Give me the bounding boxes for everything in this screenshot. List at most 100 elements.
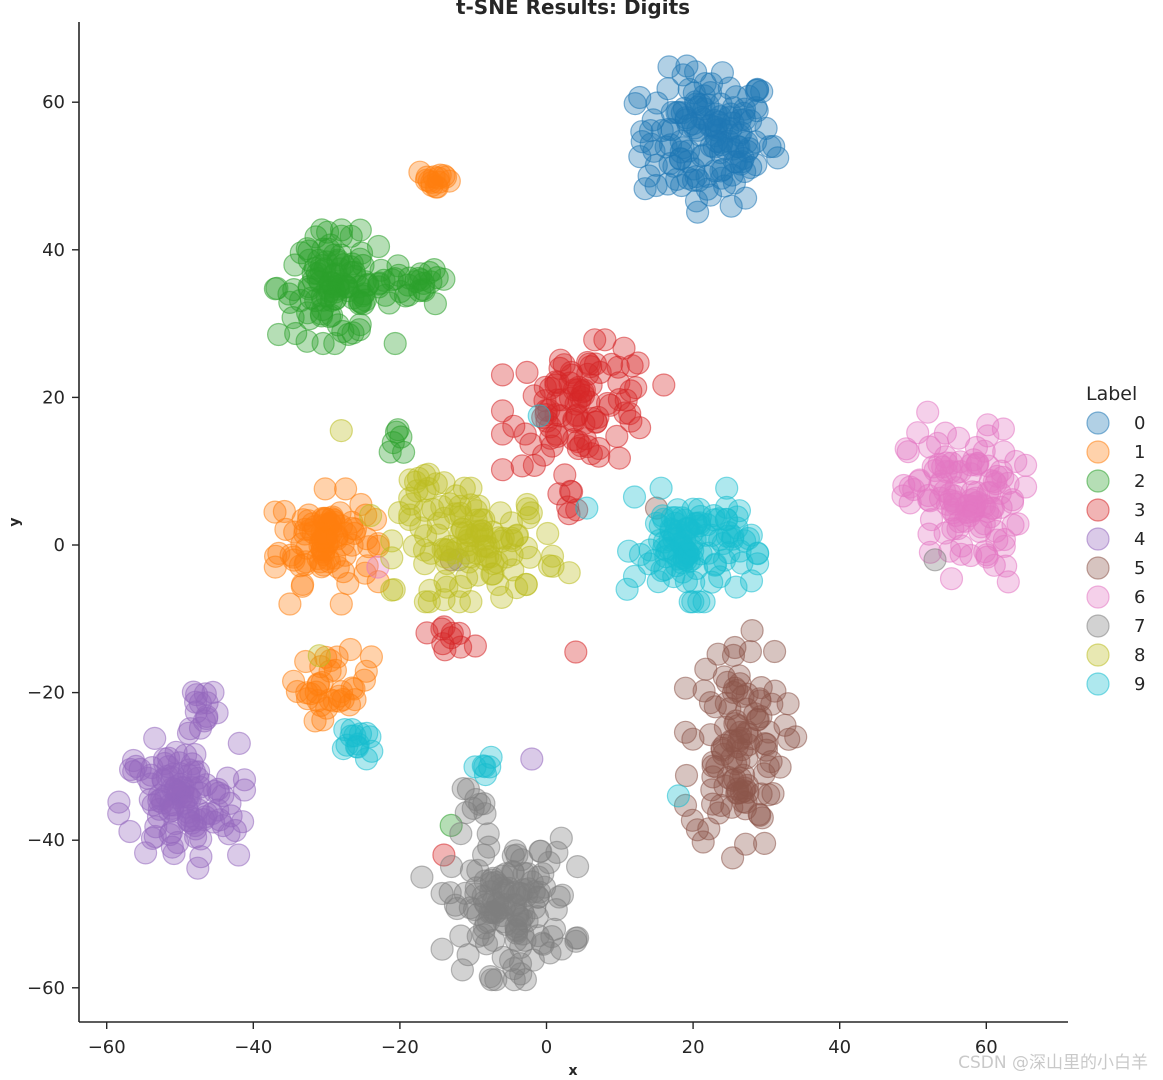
scatter-point [671,63,695,87]
scatter-point [350,284,374,308]
scatter-point [476,822,500,846]
scatter-point [486,890,510,915]
scatter-point [463,634,487,658]
scatter-point [490,422,515,446]
y-ticks: −60 −40 −20 0 20 40 60 [27,92,79,999]
scatter-point [334,477,358,501]
scatter-point [544,373,568,397]
scatter-point [624,376,648,400]
scatter-point [175,795,199,819]
legend-marker [1086,556,1110,580]
y-tick-label: 40 [42,240,65,261]
scatter-point [339,224,363,248]
scatter-point [647,528,672,553]
scatter-point [757,783,781,807]
scatter-point [674,569,699,594]
scatter-point [296,509,320,533]
scatter-point [181,680,205,704]
scatter-point [669,140,693,164]
scatter-point [510,454,534,478]
scatter-point [347,318,371,342]
scatter-point [522,384,546,408]
scatter-point [306,673,330,697]
scatter-point [674,763,699,788]
scatter-point [705,755,729,779]
scatter-point [471,754,495,778]
watermark: CSDN @深山里的小白羊 [958,1053,1148,1073]
scatter-point [698,690,723,715]
scatter-point [962,448,986,472]
scatter-point [484,968,508,992]
scatter-point [281,306,305,330]
scatter-point [124,754,148,779]
scatter-point [449,521,473,545]
scatter-point [650,118,674,143]
scatter-point [941,500,965,525]
scatter-point [548,348,573,372]
x-tick-label: 40 [828,1037,851,1058]
scatter-point [295,329,319,353]
scatter-point [989,495,1013,519]
scatter-point [398,503,422,527]
scatter-point [315,696,339,720]
legend-marker [1086,527,1110,551]
scatter-point [565,854,590,879]
legend-item: 9 [1086,672,1145,696]
scatter-point [638,119,663,143]
scatter-point [487,873,511,898]
y-tick-label: 20 [42,387,65,408]
scatter-point [1000,490,1025,515]
legend-label: 5 [1134,558,1145,579]
scatter-point [323,287,347,311]
scatter-point [417,590,441,614]
scatter-point [354,659,378,683]
scatter-point [323,331,347,356]
scatter-point [663,505,688,530]
legend-item: 3 [1086,498,1145,522]
scatter-point [711,157,735,182]
legend-label: 3 [1134,500,1145,521]
scatter-point [134,841,158,865]
scatter-point [607,446,632,470]
scatter-point [525,904,550,929]
scatter-point [703,552,728,576]
scatter-point [628,85,652,110]
y-tick-label: −60 [27,978,65,999]
scatter-point [586,405,610,429]
scatter-point [730,551,754,575]
legend-marker [1086,498,1110,522]
scatter-point [184,807,208,832]
scatter-point [166,780,190,804]
scatter-point [444,484,468,508]
scatter-point [959,543,983,568]
series-5 [439,496,808,870]
scatter-point [687,590,711,614]
scatter-point [380,268,404,292]
scatter-point [219,804,243,828]
scatter-point [587,444,611,468]
x-tick-label: −60 [88,1037,126,1058]
scatter-point [622,485,647,509]
scatter-point [474,932,499,956]
scatter-point [352,668,376,692]
scatter-point [459,589,483,614]
scatter-point [665,100,689,125]
scatter-point [537,554,562,578]
scatter-point [227,731,251,756]
x-axis-label: x [568,1063,577,1079]
scatter-point [303,709,327,733]
scatter-point [522,880,546,904]
scatter-point [991,465,1015,489]
legend-item: 2 [1086,469,1145,493]
scatter-point [392,440,416,464]
scatter-point [536,521,560,546]
scatter-point [326,313,350,337]
y-tick-label: −40 [27,830,65,851]
scatter-point [939,567,964,591]
scatter-point [504,575,529,600]
scatter-point [557,561,581,585]
scatter-point [630,120,654,144]
scatter-point [382,577,406,602]
scatter-point [437,169,461,193]
scatter-point [189,845,213,869]
